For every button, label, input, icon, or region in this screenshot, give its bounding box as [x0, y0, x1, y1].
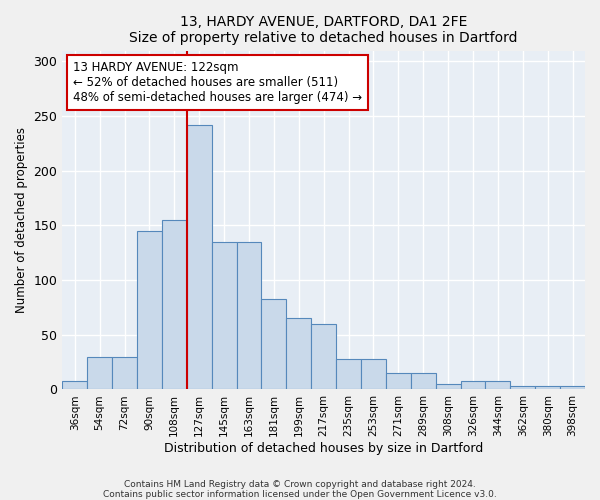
Title: 13, HARDY AVENUE, DARTFORD, DA1 2FE
Size of property relative to detached houses: 13, HARDY AVENUE, DARTFORD, DA1 2FE Size…	[130, 15, 518, 45]
Bar	[87, 356, 112, 390]
Bar	[436, 384, 461, 390]
Text: Contains HM Land Registry data © Crown copyright and database right 2024.
Contai: Contains HM Land Registry data © Crown c…	[103, 480, 497, 499]
Text: 13 HARDY AVENUE: 122sqm
← 52% of detached houses are smaller (511)
48% of semi-d: 13 HARDY AVENUE: 122sqm ← 52% of detache…	[73, 60, 362, 104]
Bar	[560, 386, 585, 390]
X-axis label: Distribution of detached houses by size in Dartford: Distribution of detached houses by size …	[164, 442, 483, 455]
Bar	[236, 242, 262, 390]
Bar	[511, 386, 535, 390]
Bar	[311, 324, 336, 390]
Bar	[187, 125, 212, 390]
Bar	[461, 380, 485, 390]
Bar	[386, 373, 411, 390]
Bar	[361, 359, 386, 390]
Y-axis label: Number of detached properties: Number of detached properties	[15, 127, 28, 313]
Bar	[535, 386, 560, 390]
Bar	[162, 220, 187, 390]
Bar	[137, 231, 162, 390]
Bar	[262, 298, 286, 390]
Bar	[62, 380, 87, 390]
Bar	[212, 242, 236, 390]
Bar	[485, 380, 511, 390]
Bar	[112, 356, 137, 390]
Bar	[286, 318, 311, 390]
Bar	[411, 373, 436, 390]
Bar	[336, 359, 361, 390]
